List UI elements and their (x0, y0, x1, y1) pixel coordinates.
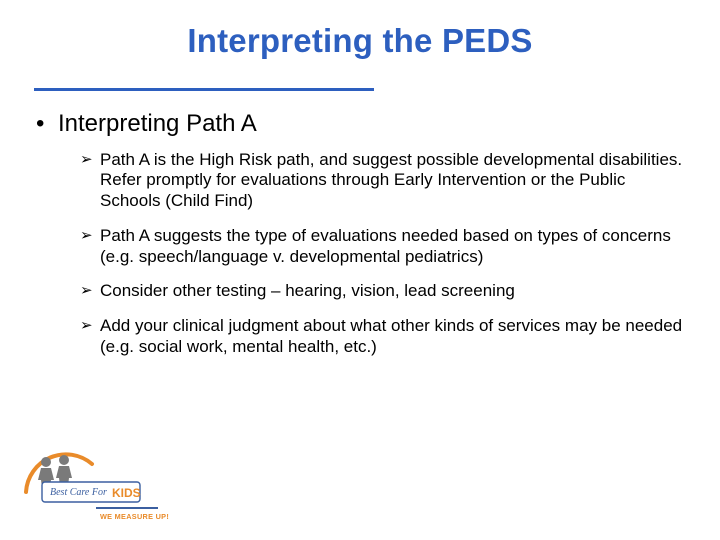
bullet-dot-icon: • (36, 110, 58, 136)
level2-text: Path A is the High Risk path, and sugges… (100, 150, 688, 212)
brand-logo: Best Care For KIDS WE MEASURE UP! (20, 444, 170, 522)
logo-text-bestcarefor: Best Care For (50, 487, 107, 498)
slide-body: • Interpreting Path A ➢ Path A is the Hi… (36, 110, 688, 371)
slide: Interpreting the PEDS • Interpreting Pat… (0, 0, 720, 540)
arrow-bullet-icon: ➢ (80, 316, 100, 335)
level2-group: ➢ Path A is the High Risk path, and sugg… (80, 150, 688, 358)
bullet-level2: ➢ Path A is the High Risk path, and sugg… (80, 150, 688, 212)
arrow-bullet-icon: ➢ (80, 150, 100, 169)
bullet-level2: ➢ Path A suggests the type of evaluation… (80, 226, 688, 267)
title-underline (34, 88, 374, 91)
arrow-bullet-icon: ➢ (80, 281, 100, 300)
arrow-bullet-icon: ➢ (80, 226, 100, 245)
level1-text: Interpreting Path A (58, 110, 688, 138)
brand-logo-svg: Best Care For KIDS WE MEASURE UP! (20, 444, 170, 522)
bullet-level2: ➢ Add your clinical judgment about what … (80, 316, 688, 357)
bullet-level1: • Interpreting Path A (36, 110, 688, 138)
logo-text-kids: KIDS (112, 486, 141, 500)
bullet-level2: ➢ Consider other testing – hearing, visi… (80, 281, 688, 302)
slide-title: Interpreting the PEDS (0, 22, 720, 60)
level2-text: Consider other testing – hearing, vision… (100, 281, 688, 302)
level2-text: Path A suggests the type of evaluations … (100, 226, 688, 267)
logo-tagline: WE MEASURE UP! (100, 512, 169, 521)
level2-text: Add your clinical judgment about what ot… (100, 316, 688, 357)
